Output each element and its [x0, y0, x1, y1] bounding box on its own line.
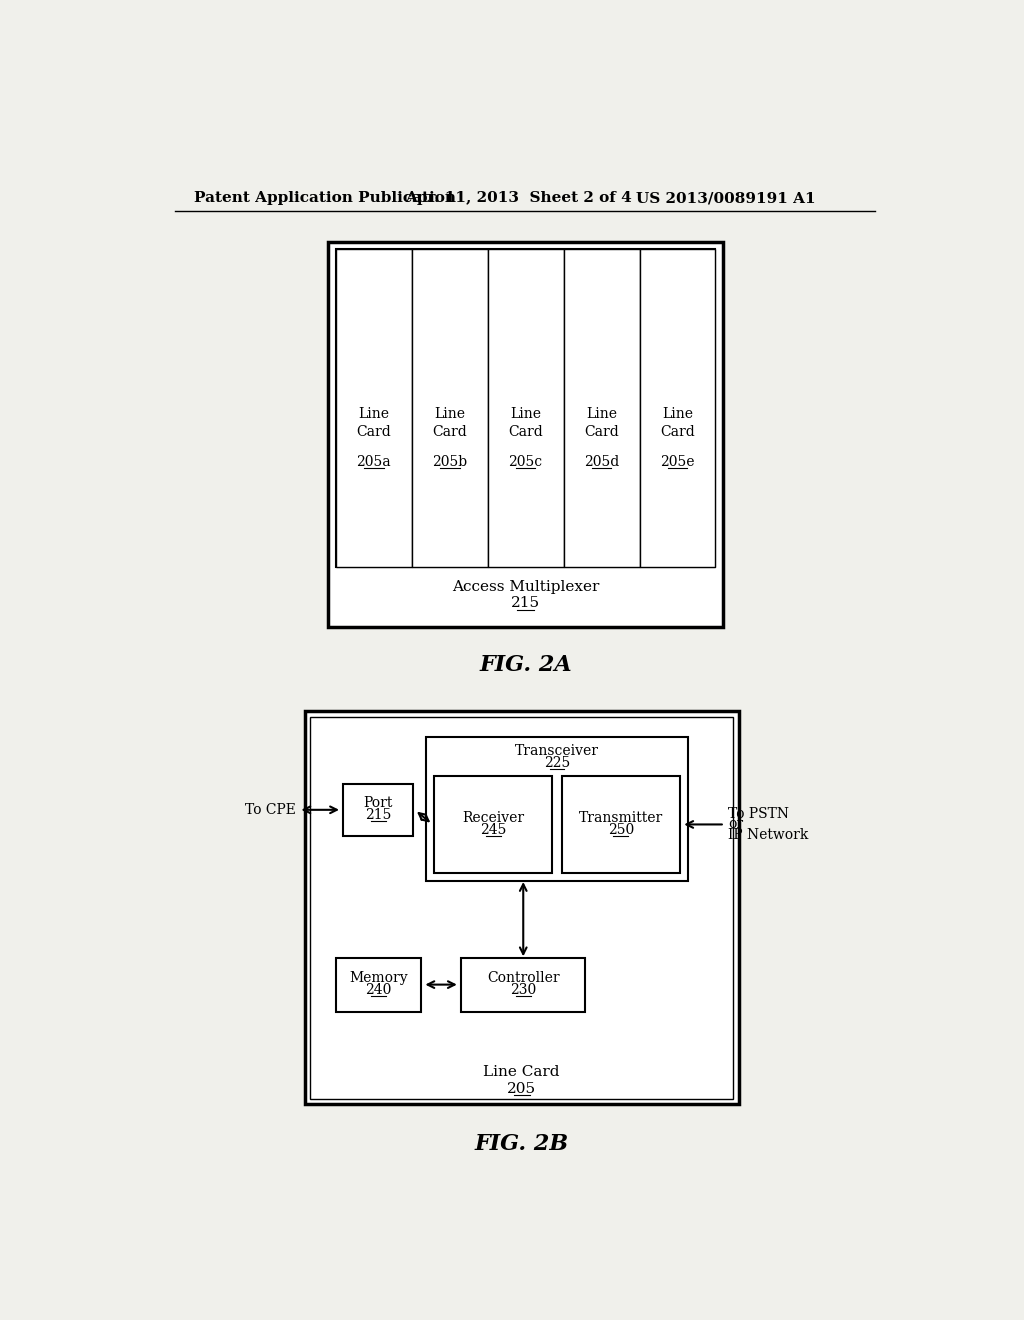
Text: Memory: Memory: [349, 970, 408, 985]
Text: Line
Card: Line Card: [508, 407, 543, 440]
Bar: [487, 249, 563, 566]
Text: FIG. 2B: FIG. 2B: [475, 1133, 568, 1155]
Text: 205: 205: [507, 1081, 537, 1096]
Text: US 2013/0089191 A1: US 2013/0089191 A1: [636, 191, 815, 206]
Bar: [561, 776, 680, 873]
Text: Line
Card: Line Card: [660, 407, 695, 440]
Text: 205c: 205c: [509, 455, 543, 469]
Text: Access Multiplexer: Access Multiplexer: [452, 579, 599, 594]
Bar: [426, 738, 687, 880]
Text: Transmitter: Transmitter: [579, 810, 663, 825]
Text: To CPE: To CPE: [245, 803, 295, 817]
Text: IP Network: IP Network: [728, 828, 808, 842]
Text: Line
Card: Line Card: [584, 407, 618, 440]
Bar: [434, 776, 552, 873]
Text: FIG. 2A: FIG. 2A: [479, 655, 571, 676]
Text: Transceiver: Transceiver: [515, 744, 599, 758]
Bar: [563, 249, 640, 566]
Text: 205b: 205b: [432, 455, 467, 469]
Text: Apr. 11, 2013  Sheet 2 of 4: Apr. 11, 2013 Sheet 2 of 4: [406, 191, 632, 206]
Text: 205e: 205e: [660, 455, 694, 469]
Text: To PSTN: To PSTN: [728, 807, 788, 821]
Text: Receiver: Receiver: [462, 810, 524, 825]
Text: 245: 245: [480, 822, 507, 837]
Text: 240: 240: [366, 983, 391, 997]
Text: Controller: Controller: [487, 970, 559, 985]
Bar: [310, 717, 733, 1098]
Bar: [412, 249, 487, 566]
Bar: [305, 711, 738, 1104]
Text: Line Card: Line Card: [483, 1065, 560, 1078]
Bar: [336, 249, 412, 566]
Text: 225: 225: [544, 756, 570, 770]
Text: Line
Card: Line Card: [432, 407, 467, 440]
Text: Line
Card: Line Card: [356, 407, 391, 440]
Bar: [461, 958, 586, 1011]
Text: 205a: 205a: [356, 455, 391, 469]
Bar: [328, 242, 723, 627]
Text: or: or: [728, 817, 743, 832]
Text: 205d: 205d: [584, 455, 620, 469]
Bar: [640, 249, 716, 566]
Text: 230: 230: [510, 983, 537, 997]
Text: 215: 215: [511, 597, 540, 610]
Bar: [336, 958, 421, 1011]
Text: Patent Application Publication: Patent Application Publication: [194, 191, 456, 206]
Text: Port: Port: [364, 796, 393, 810]
Text: 215: 215: [366, 808, 391, 822]
Bar: [336, 249, 716, 566]
Bar: [343, 784, 414, 836]
Text: 250: 250: [607, 822, 634, 837]
